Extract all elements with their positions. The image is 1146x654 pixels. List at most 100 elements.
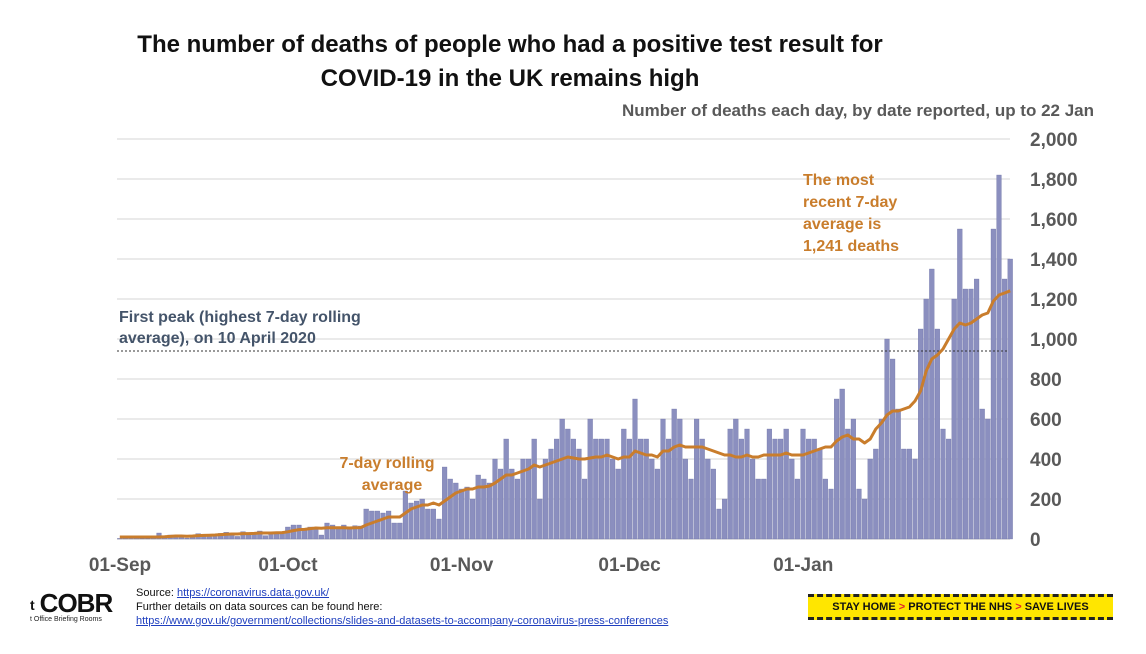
peak-label-line-1: First peak (highest 7-day rolling	[119, 309, 361, 326]
bar	[822, 478, 828, 540]
bar	[733, 418, 739, 540]
x-tick-label: 01-Dec	[598, 555, 661, 576]
bar	[878, 418, 884, 540]
bar	[386, 510, 392, 540]
bar	[688, 478, 694, 540]
cobr-logo: t COBR	[30, 588, 113, 619]
details-link[interactable]: https://www.gov.uk/government/collection…	[136, 615, 669, 627]
bar	[800, 428, 806, 540]
rolling-label-line-1: 7-day rolling	[339, 455, 434, 472]
recent-label-line-1: The most	[803, 172, 875, 189]
bar	[464, 486, 470, 540]
bar	[643, 438, 649, 540]
bar	[492, 458, 498, 540]
bar	[951, 298, 957, 540]
bar	[862, 498, 868, 540]
bar	[570, 438, 576, 540]
bar	[615, 468, 621, 540]
bar	[699, 438, 705, 540]
bar	[206, 536, 212, 540]
bar	[901, 448, 907, 540]
bar	[419, 498, 425, 540]
bar	[783, 428, 789, 540]
bar	[817, 448, 823, 540]
bar	[996, 174, 1002, 540]
y-tick-label: 2,000	[1030, 130, 1078, 151]
bar	[548, 448, 554, 540]
logo-subtitle: t Office Briefing Rooms	[30, 616, 102, 623]
y-tick-label: 1,200	[1030, 290, 1078, 311]
bar	[940, 428, 946, 540]
bar	[974, 278, 980, 540]
bar	[453, 482, 459, 540]
bar	[565, 428, 571, 540]
bar	[660, 418, 666, 540]
bar	[520, 458, 526, 540]
bar	[990, 228, 996, 540]
y-tick-label: 1,600	[1030, 210, 1078, 231]
bar	[839, 388, 845, 540]
bar	[593, 438, 599, 540]
title-line-2: COVID-19 in the UK remains high	[320, 65, 700, 92]
y-tick-label: 0	[1030, 530, 1041, 551]
bar	[649, 458, 655, 540]
bar	[559, 418, 565, 540]
bar	[582, 478, 588, 540]
recent-label-line-4: 1,241 deaths	[803, 238, 899, 255]
bar	[722, 498, 728, 540]
bar	[766, 428, 772, 540]
bar	[257, 530, 263, 540]
y-tick-label: 400	[1030, 450, 1062, 471]
bar	[576, 448, 582, 540]
y-tick-label: 200	[1030, 490, 1062, 511]
source-link[interactable]: https://coronavirus.data.gov.uk/	[176, 587, 330, 599]
bar	[397, 522, 403, 540]
bar	[850, 418, 856, 540]
bar	[845, 428, 851, 540]
y-tick-label: 600	[1030, 410, 1062, 431]
bar	[946, 438, 952, 540]
bar	[694, 418, 700, 540]
bar	[436, 518, 442, 540]
bar	[744, 428, 750, 540]
bar	[794, 478, 800, 540]
bar	[772, 438, 778, 540]
bar	[324, 522, 330, 540]
bar	[957, 228, 963, 540]
bar	[985, 418, 991, 540]
bar	[447, 478, 453, 540]
bar	[486, 482, 492, 540]
bar	[778, 438, 784, 540]
bar	[430, 508, 436, 540]
bar	[352, 525, 358, 540]
bar	[587, 418, 593, 540]
bar	[554, 438, 560, 540]
stay-home-banner: STAY HOME > PROTECT THE NHS > SAVE LIVES	[808, 594, 1113, 620]
bar	[470, 498, 476, 540]
x-axis-ticks: 01-Sep 01-Oct 01-Nov 01-Dec 01-Jan	[89, 555, 833, 576]
deaths-chart: 0 200 400 600 800 1,000 1,200 1,400 1,600 1,800 2,…	[89, 130, 1078, 576]
bar	[682, 458, 688, 540]
bar	[811, 438, 817, 540]
y-axis-ticks: 0 200 400 600 800 1,000 1,200 1,400 1,600 1,800 2,…	[1030, 130, 1078, 551]
bar	[318, 534, 324, 540]
bar	[621, 428, 627, 540]
bar	[677, 418, 683, 540]
banner-separator-2: >	[1015, 601, 1022, 613]
bar	[710, 468, 716, 540]
bar	[761, 478, 767, 540]
recent-label-line-2: recent 7-day	[803, 194, 897, 211]
x-tick-label: 01-Jan	[773, 555, 833, 576]
bar	[755, 478, 761, 540]
banner-part-3: SAVE LIVES	[1024, 601, 1089, 613]
bar	[834, 398, 840, 540]
rolling-average-line	[119, 289, 1011, 539]
bar	[475, 474, 481, 540]
bar	[666, 438, 672, 540]
bar	[1002, 278, 1008, 540]
y-tick-label: 1,400	[1030, 250, 1078, 271]
bar	[671, 408, 677, 540]
bar	[1007, 258, 1013, 540]
bar	[598, 438, 604, 540]
bar	[867, 458, 873, 540]
